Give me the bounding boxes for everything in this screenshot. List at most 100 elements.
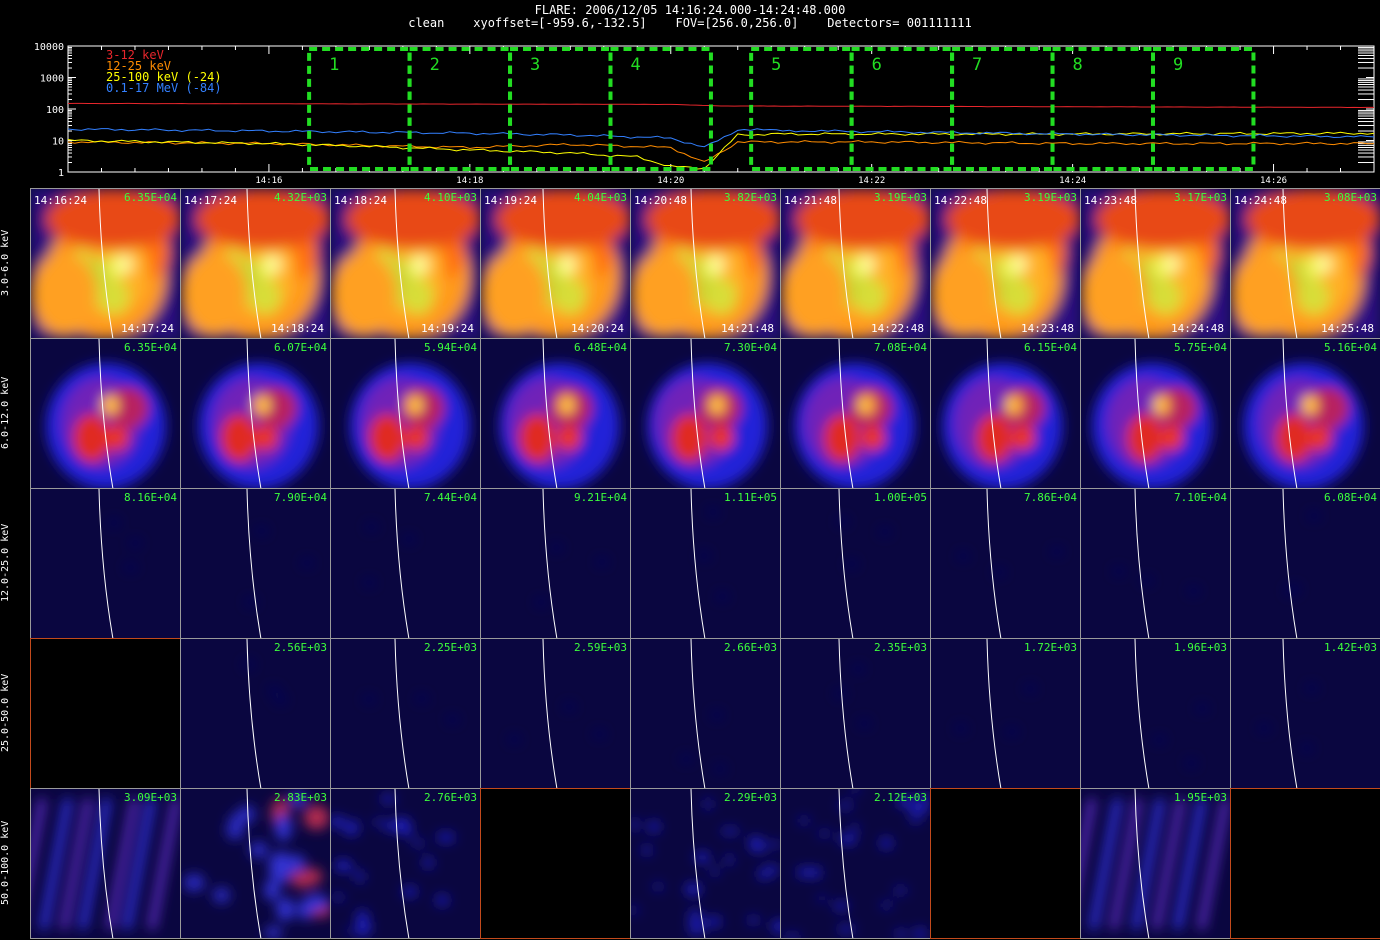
image-map xyxy=(931,639,1080,788)
emission-blob xyxy=(266,255,282,273)
image-map xyxy=(331,489,480,638)
interval-box xyxy=(950,47,1055,171)
interval-box-label: 9 xyxy=(1173,55,1183,75)
faint-speck xyxy=(1140,576,1153,585)
peak-value: 4.10E+03 xyxy=(424,191,477,204)
peak-value: 2.76E+03 xyxy=(424,791,477,804)
noise-speck xyxy=(915,928,926,938)
interval-end-time: 14:23:48 xyxy=(1021,322,1074,335)
figure-subtitle: clean xyoffset=[-959.6,-132.5] FOV=[256.… xyxy=(408,16,972,30)
emission-blob xyxy=(1164,255,1180,273)
image-panel xyxy=(30,638,181,789)
emission-blob xyxy=(946,189,1080,249)
faint-speck xyxy=(268,686,281,695)
image-background xyxy=(331,639,480,788)
faint-speck xyxy=(255,526,268,535)
noise-speck xyxy=(653,883,663,890)
noise-speck xyxy=(343,827,360,835)
emission-blob xyxy=(931,252,997,336)
peak-value: 7.10E+04 xyxy=(1174,491,1227,504)
legend-entry: 3-12 keV xyxy=(106,48,164,62)
noise-speck xyxy=(689,910,701,922)
faint-speck xyxy=(954,724,967,733)
solar-limb-line xyxy=(1282,639,1298,788)
noise-speck xyxy=(896,797,914,807)
emission-blob xyxy=(631,252,697,336)
empty-panel xyxy=(31,639,180,788)
noise-speck xyxy=(380,798,397,803)
faint-speck xyxy=(244,598,257,607)
image-map xyxy=(1081,189,1230,338)
interval-start-time: 14:19:24 xyxy=(484,194,537,207)
noise-speck xyxy=(908,803,921,813)
solar-limb-line xyxy=(690,189,706,338)
noise-speck xyxy=(343,820,360,827)
noise-streak xyxy=(106,798,139,930)
noise-streak xyxy=(59,798,93,930)
emission-blob xyxy=(496,189,630,249)
peak-value: 7.90E+04 xyxy=(274,491,327,504)
interval-start-time: 14:21:48 xyxy=(784,194,837,207)
emission-blob xyxy=(706,279,737,315)
image-background xyxy=(1081,489,1230,638)
solar-limb-line xyxy=(1134,189,1150,338)
image-panel: 5.94E+04 xyxy=(330,338,481,489)
image-background xyxy=(781,789,930,938)
noise-speck xyxy=(748,916,759,924)
peak-value: 5.16E+04 xyxy=(1324,341,1377,354)
emission-blob xyxy=(709,255,725,273)
image-map xyxy=(331,189,480,338)
peak-value: 4.32E+03 xyxy=(274,191,327,204)
noise-speck xyxy=(721,828,739,835)
legend-entry: 0.1-17 MeV (-84) xyxy=(106,81,222,95)
interval-end-time: 14:17:24 xyxy=(121,322,174,335)
peak-value: 7.86E+04 xyxy=(1024,491,1077,504)
emission-blob xyxy=(196,189,330,249)
faint-speck xyxy=(957,552,970,561)
peak-value: 2.29E+03 xyxy=(724,791,777,804)
faint-speck xyxy=(550,543,563,552)
figure-title: FLARE: 2006/12/05 14:16:24.000-14:24:48.… xyxy=(534,3,846,17)
noise-speck xyxy=(331,894,346,900)
x-tick-label: 14:22 xyxy=(858,176,885,186)
image-panel: 1.42E+03 xyxy=(1230,638,1380,789)
noise-speck xyxy=(631,908,640,913)
emission-blob xyxy=(858,399,868,411)
image-background xyxy=(631,639,780,788)
emission-blob xyxy=(1275,414,1312,462)
noise-speck xyxy=(710,868,720,875)
emission-blob xyxy=(412,399,422,411)
image-panel: 1.96E+03 xyxy=(1080,638,1231,789)
interval-end-time: 14:25:48 xyxy=(1321,322,1374,335)
image-panel: 2.29E+03 xyxy=(630,788,781,939)
image-panel: 3.08E+03 14:24:48 14:25:48 xyxy=(1230,188,1380,339)
image-map xyxy=(631,189,780,338)
image-map xyxy=(781,489,930,638)
noise-speck xyxy=(725,855,734,865)
noise-streak xyxy=(1152,798,1186,930)
image-map xyxy=(1231,489,1380,638)
image-map xyxy=(781,189,930,338)
interval-end-time: 14:22:48 xyxy=(871,322,924,335)
peak-value: 6.15E+04 xyxy=(1024,341,1077,354)
faint-speck xyxy=(563,702,576,711)
faint-speck xyxy=(593,730,606,739)
image-background xyxy=(781,639,930,788)
image-map xyxy=(181,789,330,938)
solar-limb-line xyxy=(98,189,114,338)
solar-limb-line xyxy=(838,339,854,488)
faint-speck xyxy=(124,563,137,572)
solar-limb-line xyxy=(542,339,558,488)
solar-limb-line xyxy=(246,489,262,638)
noise-patch xyxy=(289,792,307,808)
emission-blob xyxy=(671,414,708,462)
image-panel: 2.66E+03 xyxy=(630,638,781,789)
solar-limb-line xyxy=(394,639,410,788)
interval-box-label: 5 xyxy=(771,55,781,75)
emission-blob xyxy=(1306,387,1349,429)
noise-speck xyxy=(641,846,652,855)
faint-speck xyxy=(1185,759,1198,768)
interval-box-label: 1 xyxy=(329,55,339,75)
faint-speck xyxy=(716,592,729,601)
faint-speck xyxy=(713,764,726,773)
